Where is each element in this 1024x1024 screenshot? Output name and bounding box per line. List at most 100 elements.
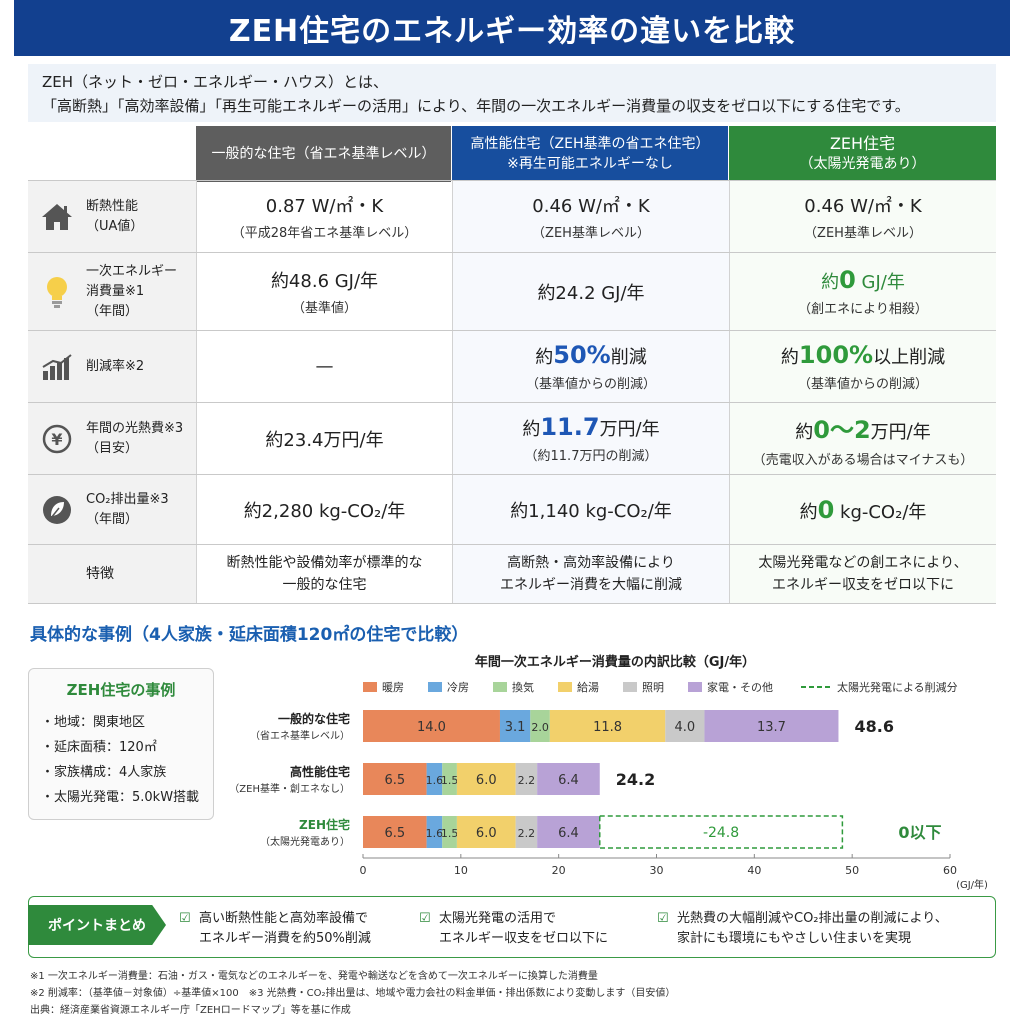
point-2: ☑ 太陽光発電の活用で エネルギー収支をゼロ以下に bbox=[419, 909, 608, 949]
bar-segment bbox=[665, 710, 705, 742]
case-card: ZEH住宅の事例 ・地域：関東地区 ・延床面積：120㎡ ・家族構成：4人家族 … bbox=[28, 668, 214, 820]
leaf-icon bbox=[28, 494, 86, 526]
legend-swatch bbox=[558, 682, 572, 692]
footnote-2: ※2 削減率：（基準値－対象値）÷基準値×100 ※3 光熱費・CO₂排出量は、… bbox=[30, 988, 676, 999]
legend-label: 太陽光発電による削減分 bbox=[837, 680, 958, 694]
energy-breakdown-chart: 年間一次エネルギー消費量の内訳比較（GJ/年） 暖房 冷房 換気 給湯 照明 家電・その他 太… bbox=[229, 648, 1020, 898]
bar-segment bbox=[530, 710, 550, 742]
insulation-high-value: 0.46 W/㎡・K bbox=[532, 196, 650, 217]
intro-box: ZEH（ネット・ゼロ・エネルギー・ハウス）とは、 「高断熱」「高効率設備」「再生… bbox=[28, 64, 996, 122]
yen-coin-icon: ¥ bbox=[28, 423, 86, 455]
segment-label: 2.2 bbox=[518, 827, 536, 840]
energy-standard-value: 約48.6 GJ/年 bbox=[270, 271, 379, 292]
bar-segment bbox=[442, 816, 457, 848]
legend-label: 給湯 bbox=[577, 680, 599, 694]
case-item: ・延床面積：120㎡ bbox=[41, 740, 157, 755]
legend-swatch bbox=[493, 682, 507, 692]
column-header-high-performance: 高性能住宅（ZEH基準の省エネ住宅） ※再生可能エネルギーなし bbox=[452, 126, 728, 182]
house-icon bbox=[28, 202, 86, 232]
bar-segment bbox=[537, 763, 600, 795]
total-label: 0以下 bbox=[898, 823, 941, 842]
footnotes: ※1 一次エネルギー消費量：石油・ガス・電気などのエネルギーを、発電や輸送などを… bbox=[30, 968, 675, 1019]
bar-chart-icon bbox=[28, 353, 86, 381]
offset-bar bbox=[599, 815, 844, 849]
cost-zeh-value: 約0〜2万円/年 bbox=[795, 415, 931, 444]
chart-svg: 年間一次エネルギー消費量の内訳比較（GJ/年） 暖房 冷房 換気 給湯 照明 家電・その他 太… bbox=[229, 654, 988, 891]
check-icon: ☑ bbox=[179, 911, 191, 926]
bar-segment bbox=[515, 763, 538, 795]
insulation-standard-value: 0.87 W/㎡・K bbox=[265, 196, 384, 217]
case-title: ZEH住宅の事例 bbox=[66, 681, 176, 699]
bar-segment bbox=[426, 816, 443, 848]
row-cost: ¥ 年間の光熱費※3 （目安） 約23.4万円/年 約11.7万円/年 （約11.7… bbox=[28, 402, 996, 474]
legend-swatch bbox=[428, 682, 442, 692]
point-3: ☑ 光熱費の大幅削減やCO₂排出量の削減により、 家計にも環境にもやさしい住まいを… bbox=[657, 909, 948, 949]
bar-segment bbox=[426, 763, 443, 795]
x-tick-label: 30 bbox=[650, 864, 664, 877]
case-item: ・地域：関東地区 bbox=[41, 715, 146, 730]
category-sublabel: （太陽光発電あり） bbox=[260, 835, 350, 848]
cost-standard-value: 約23.4万円/年 bbox=[265, 429, 384, 451]
segment-label: 13.7 bbox=[757, 720, 786, 735]
column-header-standard: 一般的な住宅（省エネ基準レベル） bbox=[196, 126, 451, 182]
section-title: 具体的な事例（4人家族・延床面積120㎡の住宅で比較） bbox=[30, 625, 469, 645]
legend-label: 換気 bbox=[512, 680, 534, 694]
row-insulation: 断熱性能 （UA値） 0.87 W/㎡・K （平成28年省エネ基準レベル） 0.46… bbox=[28, 180, 996, 252]
legend-label: 暖房 bbox=[382, 681, 404, 694]
segment-label: 6.0 bbox=[476, 773, 497, 788]
point-1: ☑ 高い断熱性能と高効率設備で エネルギー消費を約50%削減 bbox=[179, 909, 371, 949]
bar-segment bbox=[704, 710, 839, 742]
x-axis-unit: (GJ/年) bbox=[956, 878, 988, 891]
case-item: ・太陽光発電：5.0kW搭載 bbox=[41, 790, 200, 805]
bar-segment bbox=[499, 710, 531, 742]
legend-swatch bbox=[623, 682, 637, 692]
svg-text:¥: ¥ bbox=[51, 430, 62, 449]
segment-label: 1.6 bbox=[426, 774, 444, 787]
bar-segment bbox=[456, 763, 516, 795]
legend-swatch bbox=[688, 682, 702, 692]
total-label: 24.2 bbox=[616, 770, 655, 789]
bar-segment bbox=[363, 763, 427, 795]
x-tick-label: 0 bbox=[360, 864, 367, 877]
footnote-1: ※1 一次エネルギー消費量：石油・ガス・電気などのエネルギーを、発電や輸送などを… bbox=[30, 971, 598, 982]
category-sublabel: （省エネ基準レベル） bbox=[250, 729, 350, 742]
light-bulb-icon bbox=[28, 275, 86, 309]
segment-label: 4.0 bbox=[675, 720, 696, 735]
energy-high-value: 約24.2 GJ/年 bbox=[537, 282, 645, 304]
bar-segment bbox=[363, 710, 500, 742]
reduction-zeh-value: 約100%以上削減 bbox=[780, 341, 946, 369]
segment-label: 6.5 bbox=[384, 826, 405, 841]
reduction-standard-value: — bbox=[315, 356, 334, 377]
segment-label: 3.1 bbox=[505, 720, 526, 735]
points-summary: ポイントまとめ ☑ 高い断熱性能と高効率設備で エネルギー消費を約50%削減 ☑ … bbox=[28, 896, 996, 958]
category-label: 一般的な住宅 bbox=[278, 711, 350, 726]
segment-label: 6.5 bbox=[384, 773, 405, 788]
segment-label: 1.6 bbox=[426, 827, 444, 840]
page-title: ZEH住宅のエネルギー効率の違いを比較 bbox=[14, 0, 1010, 56]
insulation-zeh-value: 0.46 W/㎡・K bbox=[804, 196, 922, 217]
segment-label: 2.0 bbox=[531, 721, 549, 734]
segment-label: 14.0 bbox=[417, 720, 446, 735]
row-reduction: 削減率※2 — 約50%削減 （基準値からの削減） 約100%以上削減 （基準値から… bbox=[28, 330, 996, 402]
row-energy: 一次エネルギー 消費量※1 （年間） 約48.6 GJ/年 （基準値） 約24.2 G… bbox=[28, 252, 996, 330]
total-label: 48.6 bbox=[854, 717, 893, 736]
column-header-zeh: ZEH住宅 （太陽光発電あり） bbox=[729, 126, 996, 182]
cost-high-value: 約11.7万円/年 bbox=[522, 413, 660, 441]
legend-label: 家電・その他 bbox=[707, 680, 773, 694]
x-tick-label: 60 bbox=[943, 864, 957, 877]
row-co2: CO₂排出量※3 （年間） 約2,280 kg-CO₂/年 約1,140 kg-C… bbox=[28, 474, 996, 544]
segment-label: 2.2 bbox=[518, 774, 536, 787]
bar-segment bbox=[363, 816, 427, 848]
check-icon: ☑ bbox=[419, 911, 431, 926]
segment-label: 6.4 bbox=[558, 773, 579, 788]
bar-segment bbox=[442, 763, 457, 795]
co2-standard-value: 約2,280 kg-CO₂/年 bbox=[243, 500, 406, 522]
bar-segment bbox=[456, 816, 516, 848]
segment-label: 1.5 bbox=[441, 774, 459, 787]
category-sublabel: （ZEH基準・創エネなし） bbox=[230, 782, 350, 795]
legend-swatch bbox=[363, 682, 377, 692]
co2-zeh-value: 約0 kg-CO₂/年 bbox=[799, 495, 927, 524]
x-tick-label: 40 bbox=[747, 864, 761, 877]
bar-segment bbox=[515, 816, 538, 848]
x-tick-label: 10 bbox=[454, 864, 468, 877]
